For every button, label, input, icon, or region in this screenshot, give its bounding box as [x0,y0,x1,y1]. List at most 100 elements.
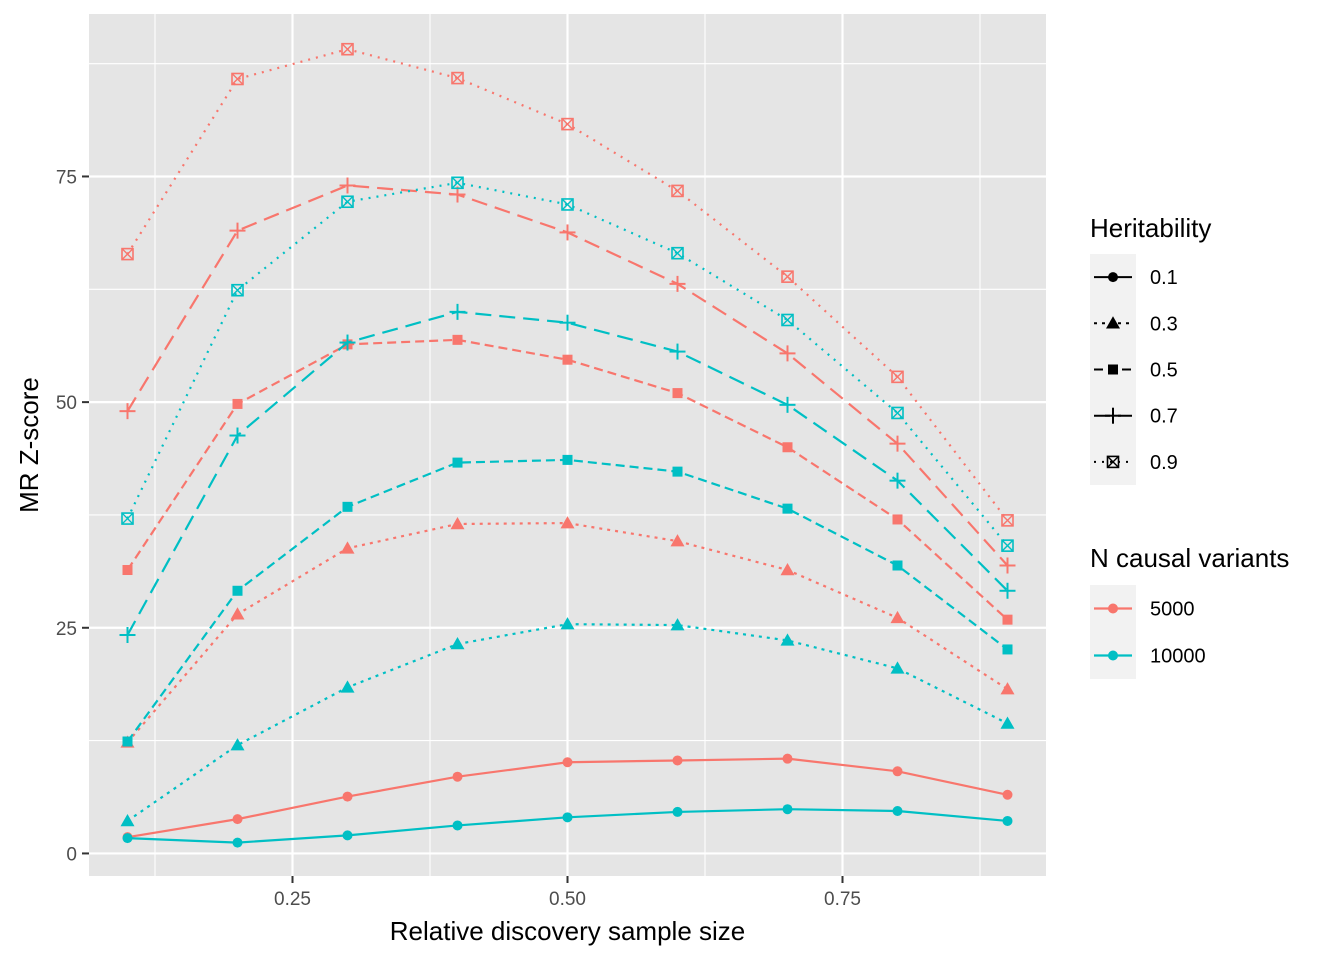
data-point [559,314,576,331]
data-point [452,771,463,782]
data-point [342,830,353,841]
legend-heritability-item: 0.5 [1094,360,1178,382]
data-point [341,195,354,209]
y-tick-label: 25 [56,619,77,640]
data-point [1000,716,1015,729]
data-point [890,610,905,624]
data-point [891,406,904,420]
data-point [232,585,243,596]
data-point [779,396,796,413]
data-point [562,757,573,768]
data-point [779,345,796,362]
series-h0.5-n5000 [122,334,1013,625]
data-point [562,812,573,823]
legend-label: 0.7 [1150,406,1178,428]
data-point [231,72,244,86]
data-point [339,334,356,351]
series-h0.9-n5000 [121,42,1014,527]
x-axis-title: Relative discovery sample size [390,916,745,946]
data-point [232,814,243,825]
data-point [672,806,683,817]
data-point [452,457,463,468]
series-h0.3-n10000 [120,617,1015,827]
data-point [892,560,903,571]
legend-label: 0.1 [1150,267,1178,289]
legend-heritability-item: 0.1 [1094,267,1178,289]
data-point [1002,644,1013,655]
data-point [780,633,795,646]
axis-ticks [82,175,844,883]
data-point [232,837,243,848]
y-axis-title: MR Z-score [14,377,44,513]
data-point [889,435,906,452]
data-point [230,738,245,751]
y-tick-label: 0 [66,844,77,865]
legend-key-boxcross-icon [1106,455,1120,469]
data-point [229,427,246,444]
data-point [451,71,464,85]
x-tick-label: 0.75 [824,889,861,910]
data-point [672,466,683,477]
data-point [560,617,575,630]
data-point [121,512,134,525]
data-point [449,303,466,320]
series-line [126,623,1008,822]
data-point [562,354,573,365]
legend-key-circle-icon [1108,603,1118,614]
data-point [340,541,355,554]
legend-key-circle-icon [1108,272,1118,283]
legend-n-causal-title: N causal variants [1090,543,1289,573]
data-point [892,514,903,525]
data-point [342,791,353,802]
data-point [892,766,903,777]
data-point [670,618,685,631]
data-point [122,833,133,844]
legend-n-causal-item: 5000 [1094,599,1195,621]
data-point [561,117,574,131]
data-point [671,246,684,260]
series-line [126,310,1009,636]
series-line [126,521,1009,744]
major-gridlines [89,14,1046,876]
legend-label: 0.9 [1150,452,1178,474]
data-point [340,680,355,693]
data-point [999,557,1016,574]
data-point [229,222,246,239]
legend-key-square-icon [1108,364,1118,375]
data-point [1002,789,1013,800]
legend-label: 10000 [1150,646,1206,668]
data-point [450,637,465,650]
legend-key-plus-icon [1105,407,1121,424]
data-point [342,501,353,512]
data-point [452,820,463,831]
data-point [889,472,906,489]
data-point [339,177,356,194]
data-point [780,563,795,576]
data-point [782,804,793,815]
data-point [671,184,684,198]
data-point [121,247,134,261]
data-point [560,516,575,529]
data-point [669,343,686,360]
y-tick-label: 50 [56,393,77,414]
data-point [120,813,135,827]
series-h0.1-n10000 [122,804,1013,848]
data-point [782,753,793,764]
data-point [1001,539,1014,552]
data-point [122,736,133,747]
x-tick-label: 0.25 [274,889,311,910]
legend-heritability: Heritability 0.1 0.3 0.5 0.7 0.9 [1090,213,1211,485]
series-h0.7-n5000 [119,177,1016,574]
data-point [122,565,133,576]
data-point [562,454,573,465]
data-point [892,806,903,817]
data-point [119,627,136,644]
data-point [561,198,574,211]
data-point [451,176,464,190]
tick-labels: 0.25 0.50 0.75 0 25 50 75 [56,167,861,910]
legend-key-circle-icon [1108,650,1118,661]
data-point [450,516,465,530]
data-point [1001,514,1014,527]
